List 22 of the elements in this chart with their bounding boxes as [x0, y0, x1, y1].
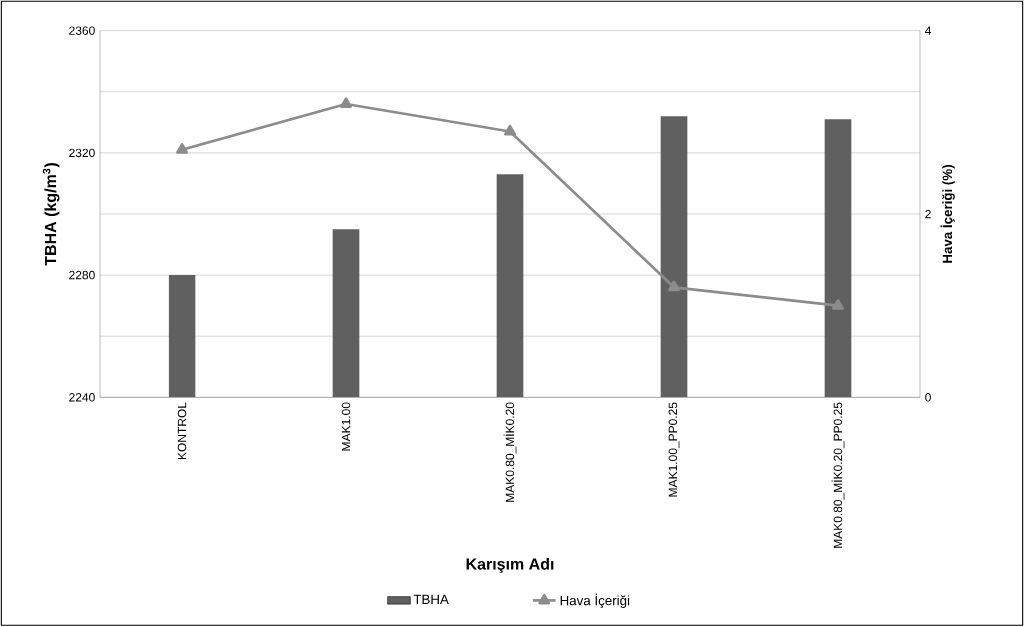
point [668, 280, 680, 292]
point [832, 299, 844, 310]
point [340, 97, 352, 109]
y2-tick-label: 2 [925, 209, 931, 219]
y2-tick-label: 4 [924, 26, 932, 35]
legend-label: TBHA [413, 594, 449, 605]
x-tick-label: MAK0.80_MİK0.20_PP0.25 [831, 402, 845, 548]
x-tick-label: MAK1.00 [341, 402, 351, 451]
point [176, 143, 188, 155]
y-tick-label: 2320 [69, 148, 95, 158]
y2-tick-label: 0 [925, 393, 931, 402]
x-axis-title: Karışım Adı [466, 558, 554, 574]
y-tick-label: 2280 [69, 271, 95, 280]
x-tick-label: KONTROL [177, 402, 187, 460]
point [504, 124, 516, 136]
legend-label: Hava İçeriği [560, 593, 630, 609]
y-tick-label: 2360 [69, 26, 95, 36]
y-tick-label: 2240 [69, 393, 95, 402]
y2-axis-title: Hava İçeriği (%) [940, 165, 955, 263]
x-tick-label: MAK1.00_PP0.25 [668, 402, 680, 497]
x-tick-label: MAK0.80_MİK0.20 [503, 402, 517, 502]
y-axis-title: TBHA (kg/m$^{3}$) [42, 163, 60, 266]
